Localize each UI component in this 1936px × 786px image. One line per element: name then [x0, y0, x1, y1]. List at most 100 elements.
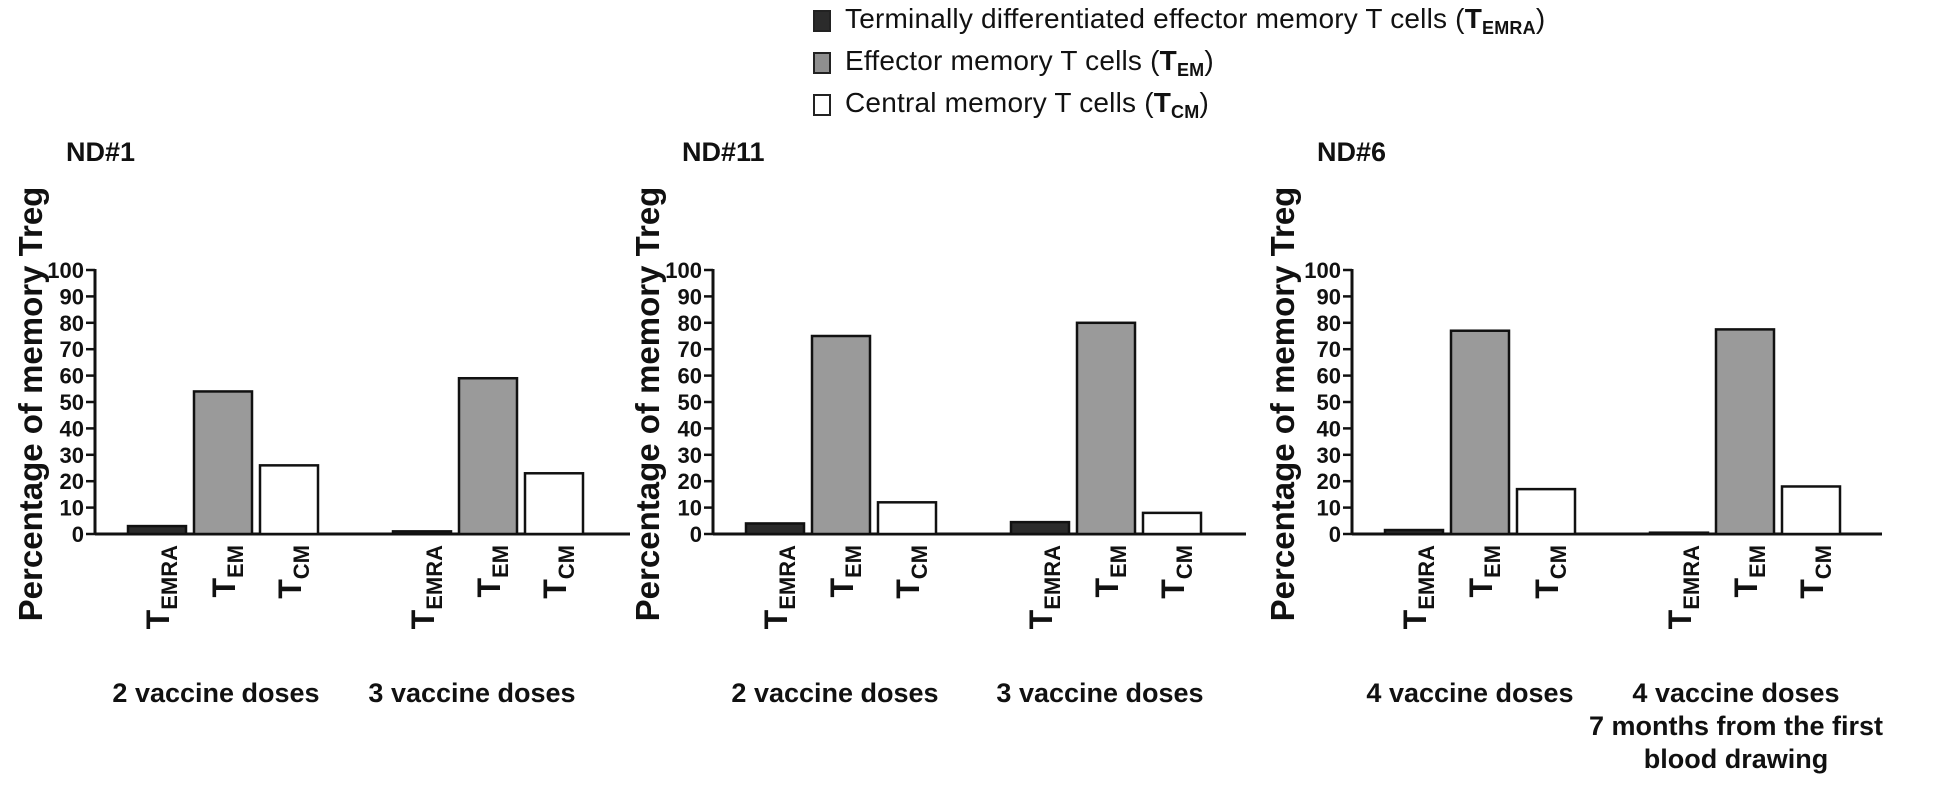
y-tick-label: 50	[1317, 390, 1341, 415]
x-tick-label-subscript: EMRA	[157, 545, 182, 610]
x-tick-label-symbol: T	[890, 579, 926, 599]
legend-label-close: )	[1204, 45, 1214, 76]
bar	[1714, 328, 1776, 536]
y-tick-label: 0	[1329, 522, 1341, 547]
x-tick-label-symbol: T	[1794, 579, 1830, 599]
y-tick-label: 30	[1317, 443, 1341, 468]
x-tick-label-symbol: T	[1023, 609, 1059, 629]
x-tick-label-subscript: EMRA	[1679, 545, 1704, 610]
y-tick-label: 90	[60, 284, 84, 309]
y-tick-label: 90	[1317, 284, 1341, 309]
legend-label-subscript: EM	[1176, 60, 1205, 80]
legend-item: Effector memory T cells (TEM)	[813, 42, 1545, 84]
legend-label-symbol: TCM	[1153, 87, 1200, 122]
x-tick-label-subscript: CM	[1172, 545, 1197, 579]
x-tick-label-symbol: T	[1529, 579, 1565, 599]
group-label: 3 vaccine doses	[368, 678, 575, 708]
bar	[1383, 528, 1445, 536]
x-tick-label-subscript: CM	[1546, 545, 1571, 579]
y-tick-label: 60	[678, 364, 702, 389]
x-tick-label: TCM	[1529, 545, 1571, 599]
y-tick-label: 0	[72, 522, 84, 547]
y-tick-label: 50	[678, 390, 702, 415]
x-tick-label-symbol: T	[1463, 578, 1499, 598]
y-tick-label: 70	[1317, 337, 1341, 362]
x-tick-label-subscript: CM	[289, 545, 314, 579]
x-tick-label: TEM	[1463, 545, 1505, 598]
y-tick-label: 30	[60, 443, 84, 468]
y-tick-label: 90	[678, 284, 702, 309]
bar	[192, 390, 254, 536]
y-tick-label: 80	[1317, 311, 1341, 336]
bar	[744, 522, 806, 536]
bar	[258, 464, 320, 536]
legend-swatch	[813, 10, 831, 32]
y-tick-label: 20	[678, 469, 702, 494]
x-tick-label-symbol: T	[471, 578, 507, 598]
y-tick-label: 30	[678, 443, 702, 468]
x-tick-label-symbol: T	[1397, 609, 1433, 629]
x-tick-label-symbol: T	[824, 578, 860, 598]
x-tick-label-subscript: EMRA	[1414, 545, 1439, 610]
group-label: 2 vaccine doses	[731, 678, 938, 708]
group-label: 3 vaccine doses	[996, 678, 1203, 708]
y-tick-label: 80	[60, 311, 84, 336]
bar	[1449, 329, 1511, 536]
legend-label-text: Terminally differentiated effector memor…	[845, 3, 1465, 34]
chart-title: ND#11	[682, 137, 765, 167]
y-axis-label: Percentage of memory Treg	[1264, 187, 1301, 622]
x-tick-label-subscript: EM	[1745, 545, 1770, 578]
y-tick-label: 100	[1304, 258, 1341, 283]
group-label: 4 vaccine doses	[1632, 678, 1839, 708]
legend-item: Terminally differentiated effector memor…	[813, 0, 1545, 42]
x-tick-label: TCM	[537, 545, 579, 599]
legend-label-subscript: EMRA	[1482, 18, 1536, 38]
y-tick-label: 60	[1317, 364, 1341, 389]
x-tick-label: TCM	[272, 545, 314, 599]
x-tick-label-symbol: T	[140, 609, 176, 629]
bar	[1648, 531, 1710, 536]
x-tick-label: TEM	[1728, 545, 1770, 598]
x-tick-label: TEM	[824, 545, 866, 598]
x-tick-label-symbol: T	[1089, 578, 1125, 598]
legend-label: Effector memory T cells (TEM)	[845, 45, 1214, 81]
legend-label-symbol: TEM	[1159, 45, 1205, 80]
y-tick-label: 10	[60, 496, 84, 521]
legend-item: Central memory T cells (TCM)	[813, 84, 1545, 126]
legend-label: Central memory T cells (TCM)	[845, 87, 1209, 123]
chart-panel: ND#1 Percentage of memory Treg 01020304050…	[12, 137, 630, 708]
y-tick-label: 10	[1317, 496, 1341, 521]
bar	[1780, 485, 1842, 536]
chart-panel: ND#11 Percentage of memory Treg 0102030405…	[629, 137, 1246, 708]
x-tick-label-symbol: T	[537, 579, 573, 599]
x-tick-label-subscript: CM	[907, 545, 932, 579]
x-tick-label: TEMRA	[140, 545, 182, 629]
legend: Terminally differentiated effector memor…	[813, 0, 1545, 126]
x-tick-label-symbol: T	[206, 578, 242, 598]
legend-label-close: )	[1199, 87, 1209, 118]
x-tick-label-subscript: EMRA	[775, 545, 800, 610]
x-tick-label: TEMRA	[1662, 545, 1704, 629]
chart-title: ND#1	[66, 137, 135, 167]
x-tick-label: TEMRA	[1397, 545, 1439, 629]
bar	[876, 501, 938, 536]
x-tick-label: TEMRA	[1023, 545, 1065, 629]
bar	[126, 524, 188, 536]
x-tick-label-subscript: EM	[488, 545, 513, 578]
x-tick-label: TEM	[471, 545, 513, 598]
legend-swatch	[813, 94, 831, 116]
y-tick-label: 40	[60, 416, 84, 441]
y-tick-label: 20	[60, 469, 84, 494]
x-tick-label-subscript: EM	[223, 545, 248, 578]
x-tick-label: TEMRA	[758, 545, 800, 629]
bar	[523, 472, 585, 536]
x-tick-label: TCM	[1155, 545, 1197, 599]
legend-swatch	[813, 52, 831, 74]
x-tick-label-symbol: T	[1155, 579, 1191, 599]
y-tick-label: 60	[60, 364, 84, 389]
y-tick-label: 10	[678, 496, 702, 521]
x-tick-label-symbol: T	[1728, 578, 1764, 598]
y-tick-label: 70	[678, 337, 702, 362]
y-tick-label: 70	[60, 337, 84, 362]
legend-label-text: Central memory T cells (	[845, 87, 1154, 118]
